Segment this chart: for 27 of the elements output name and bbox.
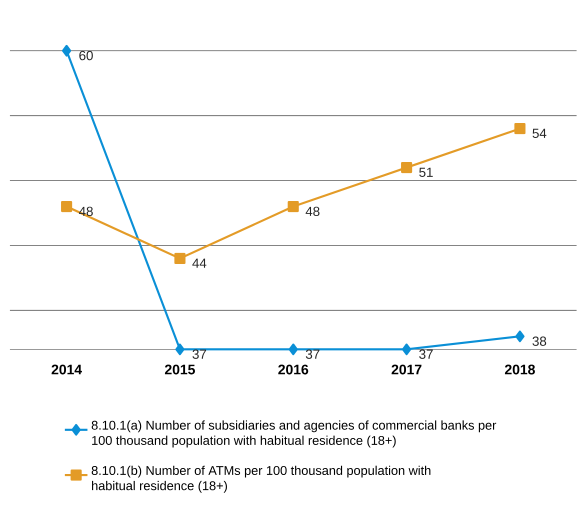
point xyxy=(514,123,526,134)
data-label: 60 xyxy=(79,50,93,60)
point xyxy=(402,344,412,356)
data-label: 38 xyxy=(532,336,546,346)
data-label: 37 xyxy=(306,350,320,359)
x-tick-label: 2017 xyxy=(392,364,422,374)
point xyxy=(288,344,298,356)
point xyxy=(515,330,525,342)
x-tick-label: 2014 xyxy=(52,364,82,374)
point xyxy=(175,344,185,356)
legend-label: 8.10.1(b) Number of ATMs per 100 thousand population with habitual residence (18+) xyxy=(92,466,430,493)
data-label: 44 xyxy=(192,258,206,268)
point xyxy=(401,162,412,174)
point xyxy=(61,200,72,212)
data-label: 51 xyxy=(419,168,433,177)
data-label: 54 xyxy=(532,128,546,138)
x-tick-label: 2016 xyxy=(278,364,308,374)
data-label: 37 xyxy=(419,350,433,359)
data-label: 37 xyxy=(192,350,206,359)
x-tick-label: 2015 xyxy=(164,364,195,374)
point xyxy=(174,252,186,264)
data-label: 48 xyxy=(306,206,320,216)
point xyxy=(62,44,72,57)
legend-label: 8.10.1(a) Number of subsidiaries and agencies of commercial banks per 100 thousand population with habitual residence (18+) xyxy=(92,420,496,448)
x-tick-label: 2018 xyxy=(504,364,535,374)
point xyxy=(288,200,299,212)
data-label: 48 xyxy=(78,206,93,216)
